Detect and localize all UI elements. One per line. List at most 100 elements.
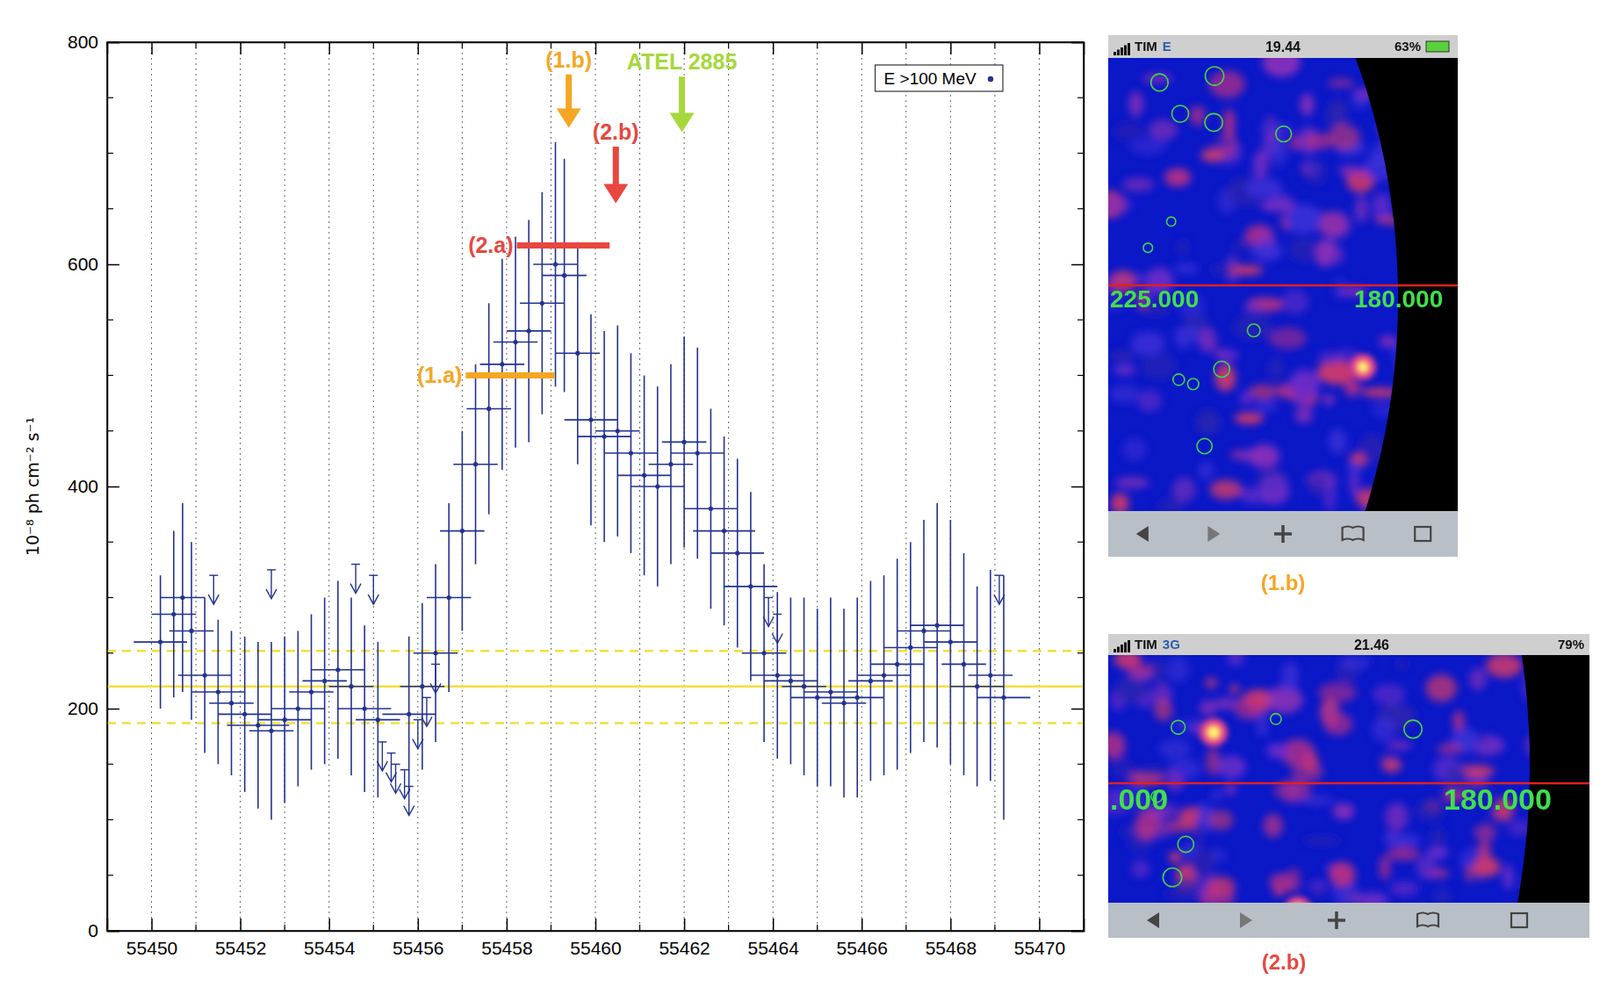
noise-blob: [1472, 857, 1501, 878]
noise-blob: [1189, 848, 1216, 878]
data-point: [335, 667, 340, 672]
minor-tick: [1077, 430, 1084, 432]
noise-blob: [1435, 412, 1458, 431]
noise-blob: [1173, 720, 1201, 732]
minor-tick: [1077, 319, 1084, 321]
grid-line: [461, 42, 463, 931]
bright-source: [1282, 896, 1313, 903]
data-point: [681, 439, 686, 445]
noise: [1108, 655, 1590, 903]
noise-blob: [1307, 161, 1326, 187]
minor-tick: [284, 42, 286, 49]
noise-blob: [1383, 834, 1421, 845]
noise-blob: [1174, 263, 1200, 274]
coordinate-label: 180.000: [1443, 782, 1552, 816]
data-point: [841, 700, 846, 706]
tick-mark: [950, 42, 952, 55]
upper-limit-shaft: [434, 663, 436, 692]
noise-blob: [1378, 855, 1391, 880]
tick-mark: [595, 918, 598, 931]
noise-blob: [1228, 265, 1264, 275]
phone-screenshot: .000180.000TIM3G21.4679%: [1092, 634, 1600, 938]
grid-line: [816, 42, 818, 931]
upper-limit: [771, 613, 783, 643]
grid-line: [151, 42, 152, 931]
upper-limit-shaft: [354, 564, 356, 593]
bookmarks-icon: [1417, 913, 1439, 928]
bright-source-core: [1356, 360, 1370, 374]
noise-blob: [1308, 475, 1327, 498]
axis-line: [108, 43, 1085, 56]
minor-tick: [107, 319, 114, 321]
panel-caption: (1.b): [1261, 570, 1306, 595]
noise-blob: [1520, 880, 1550, 890]
noise-blob: [1329, 862, 1356, 888]
tick-label: 55452: [215, 937, 267, 959]
data-point: [881, 672, 887, 678]
noise-blob: [1323, 713, 1353, 736]
noise-blob: [1398, 358, 1424, 377]
noise-blob: [1252, 152, 1265, 181]
annotation-arrow: [603, 146, 628, 204]
axis: [108, 42, 1085, 55]
data-point: [908, 645, 913, 650]
tick-label: 800: [67, 31, 99, 52]
tick: [418, 42, 419, 55]
catalog-circle: [1404, 720, 1423, 739]
noise-blob: [1303, 836, 1341, 845]
tick: 55458: [481, 918, 533, 959]
noise-blob: [1204, 677, 1218, 690]
grid-line: [595, 42, 597, 931]
noise-blob: [1524, 733, 1549, 757]
annotation-label: (2.b): [592, 119, 640, 145]
data-point: [486, 406, 491, 411]
tick-mark: [1071, 708, 1084, 711]
coordinate-label: 225.000: [1109, 285, 1199, 313]
minor-tick: [107, 208, 114, 210]
data-point: [295, 706, 301, 711]
minor-tick: [194, 42, 196, 49]
noise-blob: [1473, 823, 1497, 842]
tick: [151, 42, 153, 55]
upper-limit-head: [266, 589, 277, 599]
tick-mark: [1038, 918, 1041, 931]
noise-blob: [1199, 699, 1218, 717]
upper-limit-head: [376, 761, 388, 772]
data-point: [432, 650, 438, 656]
noise-blob: [1437, 742, 1464, 755]
noise-blob: [1269, 194, 1294, 210]
tick-label: 55456: [392, 937, 444, 959]
noise-blob: [1371, 717, 1396, 743]
noise-blob: [1383, 144, 1421, 164]
noise-blob: [1262, 57, 1301, 78]
noise-blob: [1407, 343, 1435, 371]
noise-blob: [1282, 289, 1310, 315]
noise-blob: [1542, 829, 1580, 857]
tick: 55466: [836, 918, 888, 959]
tick-label: 55470: [1014, 937, 1066, 959]
noise-blob: [1268, 326, 1307, 349]
noise-blob: [1354, 488, 1382, 507]
noise-blob: [1115, 476, 1151, 489]
minor-tick: [994, 924, 995, 931]
minor-tick: [107, 597, 114, 599]
noise-blob: [1122, 177, 1154, 192]
noise-blob: [1431, 167, 1458, 181]
data-point: [735, 550, 740, 555]
upper-limit: [421, 697, 433, 727]
signal-bar: [1127, 43, 1131, 56]
noise-blob: [1137, 389, 1162, 412]
tick-mark: [418, 42, 420, 55]
annotation-arrow: [556, 74, 582, 129]
battery-icon: [1426, 41, 1449, 52]
data-point: [748, 583, 753, 589]
minor-tick: [550, 924, 552, 931]
noise-blob: [1416, 115, 1449, 134]
tick: [1071, 264, 1084, 266]
noise-blob: [1379, 335, 1398, 349]
data-point: [828, 689, 833, 694]
battery: 63%: [1394, 38, 1421, 54]
noise-blob: [1328, 124, 1361, 151]
tick: 55462: [658, 918, 710, 959]
tick-label: 55466: [836, 937, 888, 959]
